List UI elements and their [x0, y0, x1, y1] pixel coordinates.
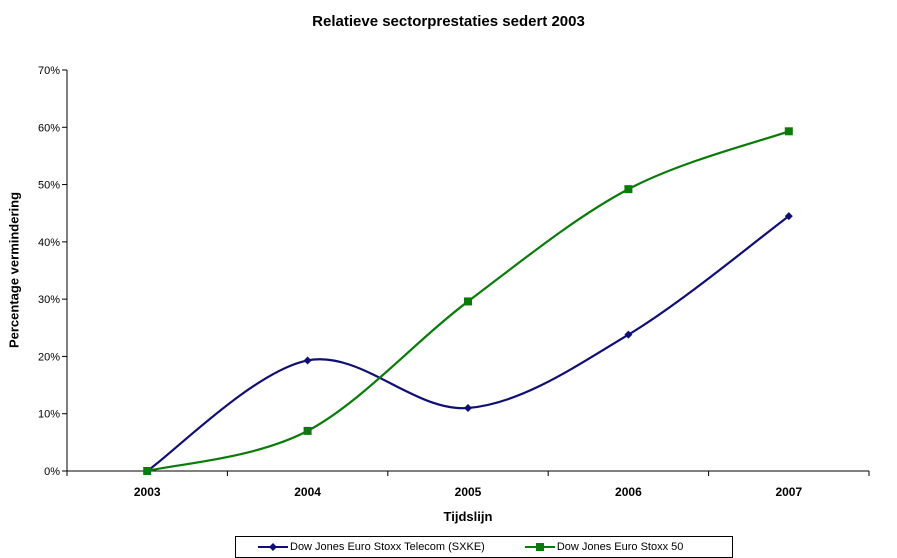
y-tick-label: 70% [38, 65, 60, 77]
y-tick-label: 50% [38, 180, 60, 192]
diamond-marker-icon [258, 543, 288, 551]
y-axis-label: Percentage vermindering [6, 191, 22, 349]
y-tick-label: 10% [38, 409, 60, 421]
legend: Dow Jones Euro Stoxx Telecom (SXKE) Dow … [235, 536, 733, 558]
data-point-diamond [303, 356, 312, 365]
y-axis-ticks: 0% 10% 20% 30% 40% 50% 60% 70% [38, 65, 67, 478]
square-marker-icon [524, 543, 555, 551]
x-tick-label: 2007 [775, 485, 802, 499]
legend-item-stoxx50: Dow Jones Euro Stoxx 50 [524, 541, 684, 553]
x-axis-ticks: 2003 2004 2005 2006 2007 [66, 471, 870, 499]
x-tick-label: 2006 [615, 485, 642, 499]
data-point-square [624, 185, 633, 194]
data-point-diamond [784, 212, 793, 221]
data-point-square [784, 127, 793, 136]
legend-label-telecom: Dow Jones Euro Stoxx Telecom (SXKE) [290, 541, 485, 553]
x-tick-label: 2003 [134, 485, 161, 499]
y-tick-label: 20% [38, 351, 60, 363]
series-line-0 [146, 215, 790, 472]
x-tick-label: 2005 [455, 485, 482, 499]
y-tick-label: 30% [38, 294, 60, 306]
data-point-square [303, 426, 312, 435]
chart-title: Relatieve sectorprestaties sedert 2003 [312, 13, 585, 30]
data-point-square [464, 297, 472, 306]
y-tick-label: 40% [38, 237, 60, 249]
x-tick-label: 2004 [294, 485, 321, 499]
y-tick-label: 60% [38, 122, 60, 134]
legend-label-stoxx50: Dow Jones Euro Stoxx 50 [556, 541, 684, 553]
data-point-diamond [464, 403, 472, 412]
axes [66, 70, 869, 472]
series-markers [143, 127, 793, 475]
y-tick-label: 0% [44, 466, 60, 478]
data-point-square [143, 467, 152, 475]
legend-item-telecom: Dow Jones Euro Stoxx Telecom (SXKE) [258, 541, 485, 553]
x-axis-label: Tijdslijn [443, 509, 493, 524]
data-point-diamond [624, 330, 633, 339]
